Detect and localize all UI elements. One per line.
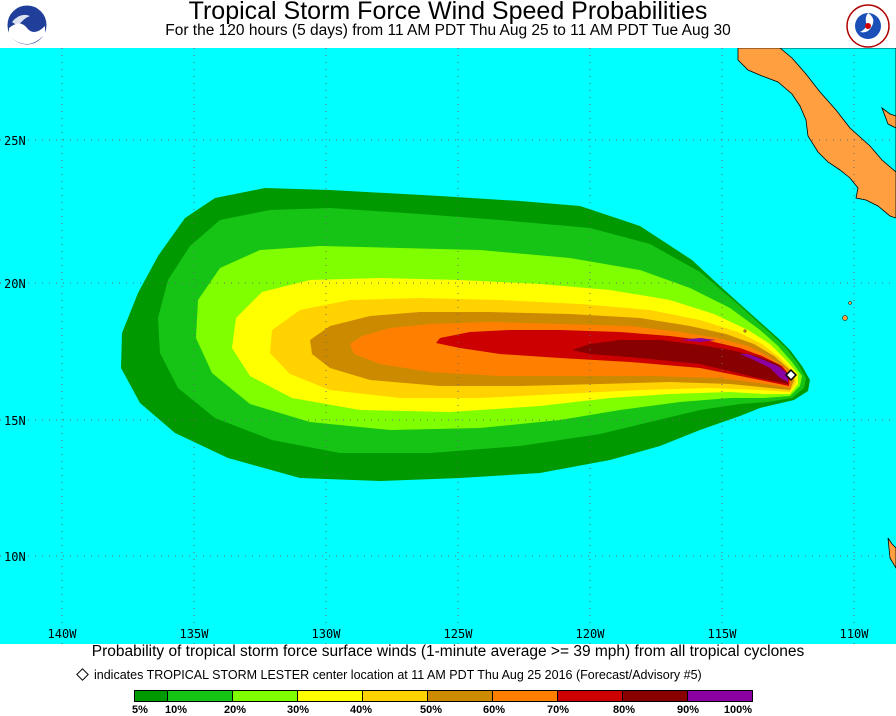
band-90pct-streak (680, 338, 716, 342)
header: Tropical Storm Force Wind Speed Probabil… (0, 0, 896, 48)
island-2 (842, 315, 848, 321)
legend-label-80: 80% (612, 704, 636, 716)
map-description: Probability of tropical storm force surf… (91, 643, 805, 660)
legend-label-50: 50% (419, 704, 443, 716)
legend-swatch-80-90 (622, 690, 688, 702)
legend-label-70: 70% (546, 704, 570, 716)
legend-swatch-90-100 (687, 690, 753, 702)
legend-label-5: 5% (132, 704, 148, 716)
noaa-logo-icon (6, 4, 48, 46)
lat-label-25n: 25N (4, 134, 26, 148)
land-baja-inner (779, 48, 896, 173)
band-90pct (740, 354, 788, 382)
island-1 (848, 301, 852, 305)
legend-label-20: 20% (223, 704, 247, 716)
nws-logo-icon (846, 4, 890, 48)
probability-map: 25N 20N 15N 10N 140W 135W 130W 125W 120W… (0, 48, 896, 644)
lat-label-20n: 20N (4, 277, 26, 291)
legend-label-100: 100% (723, 704, 753, 716)
page-subtitle: For the 120 hours (5 days) from 11 AM PD… (165, 22, 731, 39)
legend-label-60: 60% (482, 704, 506, 716)
storm-center-marker (784, 368, 798, 382)
diamond-key-icon (76, 668, 89, 681)
marker-note: indicates TROPICAL STORM LESTER center l… (76, 668, 702, 682)
page-title: Tropical Storm Force Wind Speed Probabil… (188, 0, 708, 25)
land-mainland-tip (881, 106, 896, 129)
lat-label-10n: 10N (4, 550, 26, 564)
legend-label-40: 40% (349, 704, 373, 716)
legend-swatch-70-80 (557, 690, 623, 702)
legend-swatch-20-30 (232, 690, 298, 702)
graticule (0, 48, 896, 644)
land-mexico-coast (887, 537, 896, 569)
lon-label-115w: 115W (708, 627, 738, 641)
probability-legend: 5% 10% 20% 30% 40% 50% 60% 70% 80% 90% 1… (0, 688, 896, 716)
island-3 (743, 329, 747, 333)
band-80pct (572, 340, 788, 384)
legend-swatch-10-20 (167, 690, 233, 702)
lon-label-130w: 130W (312, 627, 342, 641)
lon-label-110w: 110W (840, 627, 870, 641)
legend-label-90: 90% (676, 704, 700, 716)
band-70pct (436, 330, 790, 386)
marker-note-text: indicates TROPICAL STORM LESTER center l… (94, 668, 702, 682)
legend-label-10: 10% (164, 704, 188, 716)
legend-swatch-40-50 (362, 690, 428, 702)
legend-swatch-30-40 (297, 690, 363, 702)
legend-swatch-50-60 (427, 690, 493, 702)
legend-label-30: 30% (286, 704, 310, 716)
lat-label-15n: 15N (4, 414, 26, 428)
lon-label-140w: 140W (48, 627, 78, 641)
lon-label-135w: 135W (180, 627, 210, 641)
lon-label-120w: 120W (576, 627, 606, 641)
legend-swatch-60-70 (492, 690, 558, 702)
lon-label-125w: 125W (444, 627, 474, 641)
legend-swatch-5-10 (134, 690, 168, 702)
